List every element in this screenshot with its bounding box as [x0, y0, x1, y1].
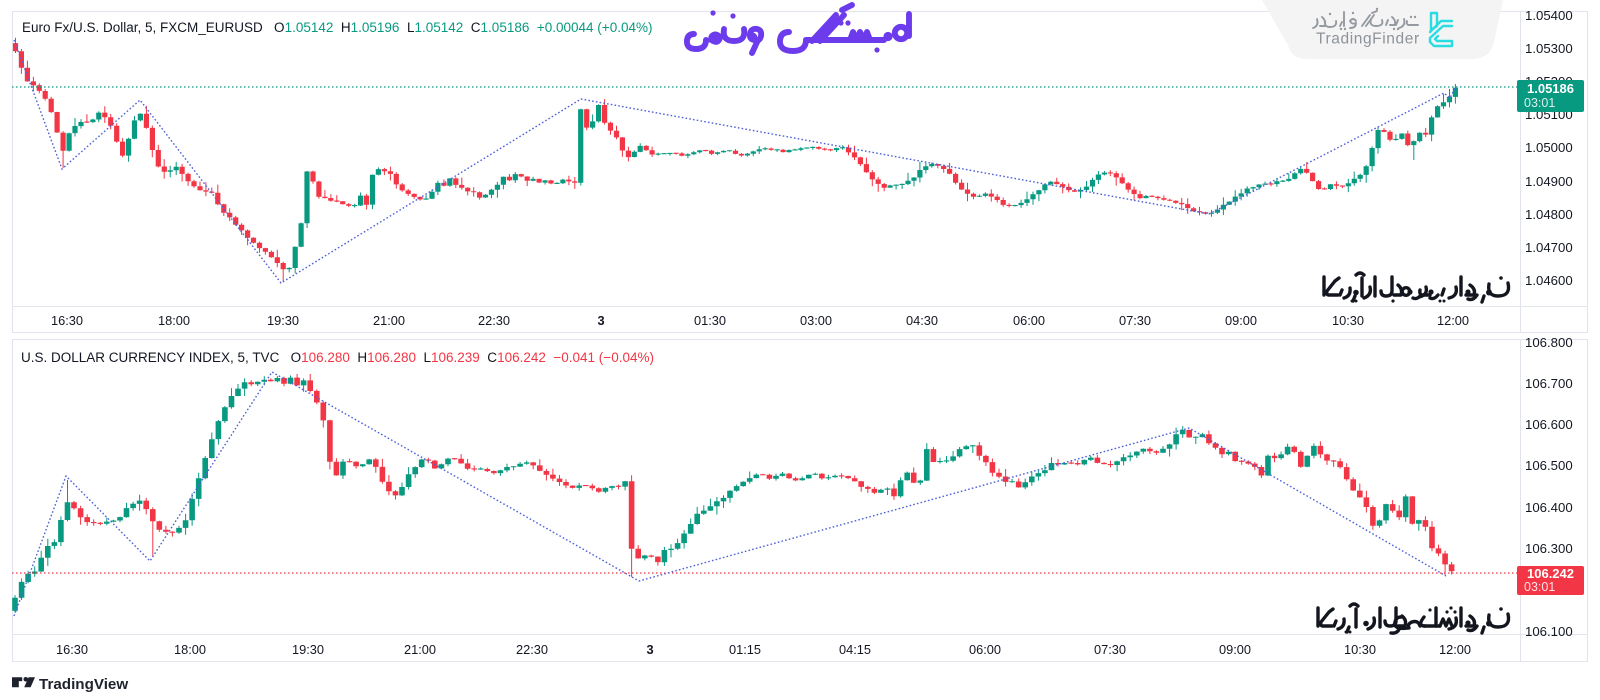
svg-text:TradingFinder: TradingFinder [1316, 31, 1420, 48]
